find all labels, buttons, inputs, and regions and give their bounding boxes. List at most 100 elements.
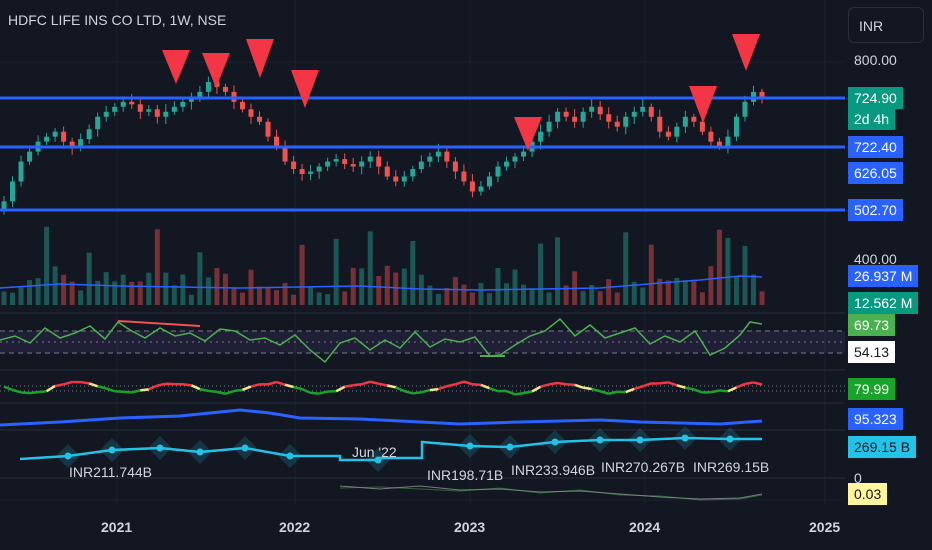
price-tick-800: 800.00	[854, 52, 897, 68]
oscillator-segment	[719, 389, 729, 393]
volume-bar	[129, 281, 135, 305]
rsi-divergence	[117, 320, 201, 327]
volume-bar	[750, 274, 756, 305]
symbol-title[interactable]: HDFC LIFE INS CO LTD, 1W, NSE	[8, 12, 227, 28]
volume-bar	[640, 287, 646, 305]
volume-bar	[631, 281, 637, 305]
oscillator-segment	[710, 389, 720, 394]
step-dot	[636, 436, 644, 444]
oscillator-segment	[412, 391, 422, 395]
candle-body	[257, 116, 263, 122]
oscillator-segment	[582, 386, 592, 391]
oscillator-segment	[642, 382, 652, 388]
volume-bar	[521, 284, 527, 305]
oscillator-segment	[131, 389, 141, 394]
volume-bar	[61, 274, 67, 305]
volume-bar	[461, 284, 467, 305]
volume-badge-b: 12.562 M	[848, 292, 919, 314]
volume-bar	[316, 292, 322, 305]
candle-body	[146, 109, 152, 112]
volume-bar	[222, 273, 228, 305]
volume-bar	[648, 244, 654, 305]
oscillator-segment	[293, 385, 303, 391]
volume-bar	[469, 292, 475, 305]
grid	[0, 0, 845, 505]
step-dot	[596, 436, 604, 444]
volume-bar	[35, 278, 41, 305]
volume-bar	[563, 285, 569, 305]
volume-bar	[759, 291, 765, 305]
oscillator-segment	[225, 389, 235, 395]
candle-body	[401, 176, 407, 182]
volume-bar	[231, 288, 237, 305]
oscillator-segment	[353, 383, 362, 387]
candle-body	[503, 161, 509, 167]
volume-bar	[282, 282, 288, 305]
sell-signal-5	[514, 117, 542, 151]
volume-bar	[427, 285, 433, 305]
volume-bar	[333, 238, 339, 305]
volume-bar	[444, 288, 450, 305]
step-date-label: Jun '22	[352, 444, 397, 460]
candle-body	[154, 109, 160, 117]
rsi-badge-b: 54.13	[848, 341, 896, 363]
volume-bar	[1, 291, 7, 305]
oscillator-segment	[3, 385, 13, 392]
candle-body	[384, 166, 390, 177]
oscillator-segment	[523, 390, 533, 395]
volume-bar	[546, 292, 552, 305]
pane-separators	[0, 312, 845, 479]
volume-bar	[708, 266, 714, 305]
oscillator-segment	[242, 385, 252, 392]
oscillator-segment	[463, 380, 473, 386]
candle-body	[444, 151, 450, 162]
oscillator-segment	[267, 380, 277, 386]
volume-bar	[393, 272, 399, 305]
candle-body	[112, 106, 118, 112]
currency-selector[interactable]: INR	[848, 7, 924, 43]
candle-body	[376, 156, 382, 167]
oscillator-segment	[37, 389, 47, 394]
candle-body	[606, 114, 612, 122]
oscillator-segment	[599, 390, 610, 395]
oscillator-segment	[310, 391, 320, 395]
volume-bar	[623, 232, 629, 305]
candle-body	[180, 101, 186, 107]
step-dot	[286, 452, 294, 460]
candle-body	[546, 121, 552, 132]
candle-body	[10, 181, 16, 202]
tick-zero: 0	[854, 470, 862, 486]
volume-bars	[1, 226, 765, 305]
candle-body	[461, 171, 467, 182]
candle-body	[708, 131, 714, 142]
volume-bar	[291, 294, 297, 305]
volume-bar	[376, 275, 382, 305]
x-label-2022: 2022	[279, 519, 311, 535]
oscillator-segment	[45, 384, 56, 393]
volume-bar	[197, 252, 203, 305]
volume-bar	[52, 266, 58, 305]
oscillator-segment	[557, 381, 567, 386]
oscillator-segment	[29, 390, 39, 395]
oscillator-segment	[421, 388, 431, 394]
volume-bar	[452, 277, 458, 305]
oscillator-segment	[105, 387, 116, 393]
volume-bar	[18, 286, 24, 305]
volume-bar	[86, 252, 92, 305]
candle-body	[597, 106, 603, 115]
candle-body	[78, 139, 84, 147]
oscillator-segment	[506, 389, 516, 396]
candle-body	[222, 86, 228, 92]
oscillator-badge: 79.99	[848, 378, 896, 400]
candle-body	[282, 146, 288, 162]
oscillator-segment	[318, 390, 328, 395]
volume-bar	[214, 268, 220, 305]
x-label-2021: 2021	[101, 519, 133, 535]
candle-body	[197, 91, 203, 97]
oscillator-segment	[429, 387, 439, 392]
oscillator-segment	[727, 386, 737, 393]
oscillator-segment	[378, 382, 388, 387]
candle-body	[572, 116, 578, 122]
